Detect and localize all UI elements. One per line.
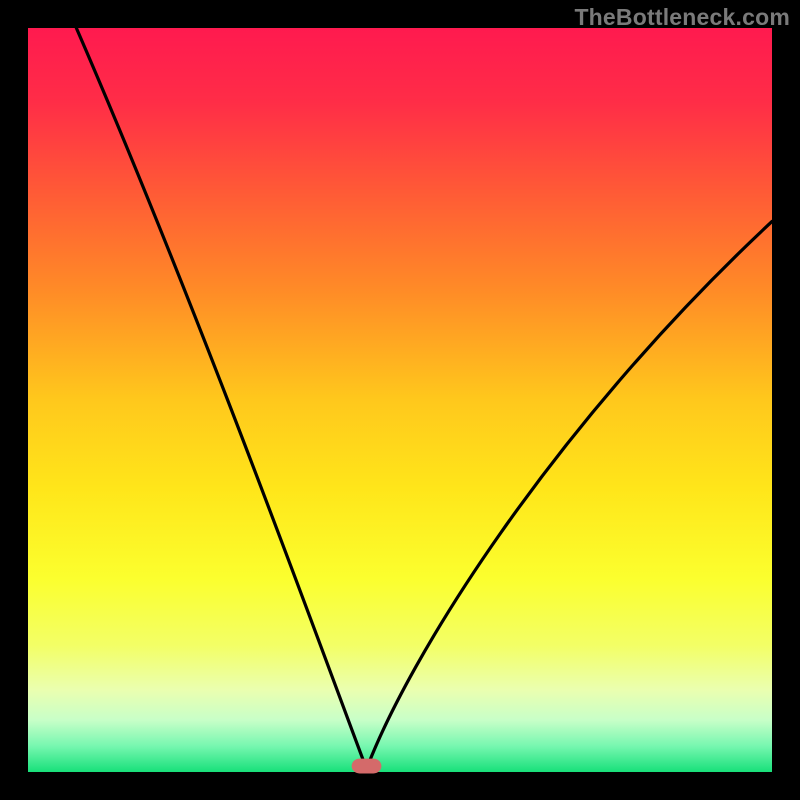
bottleneck-curve-chart	[0, 0, 800, 800]
plot-background	[28, 28, 772, 772]
watermark-text: TheBottleneck.com	[574, 4, 790, 31]
optimum-marker	[352, 759, 382, 774]
chart-frame: TheBottleneck.com	[0, 0, 800, 800]
